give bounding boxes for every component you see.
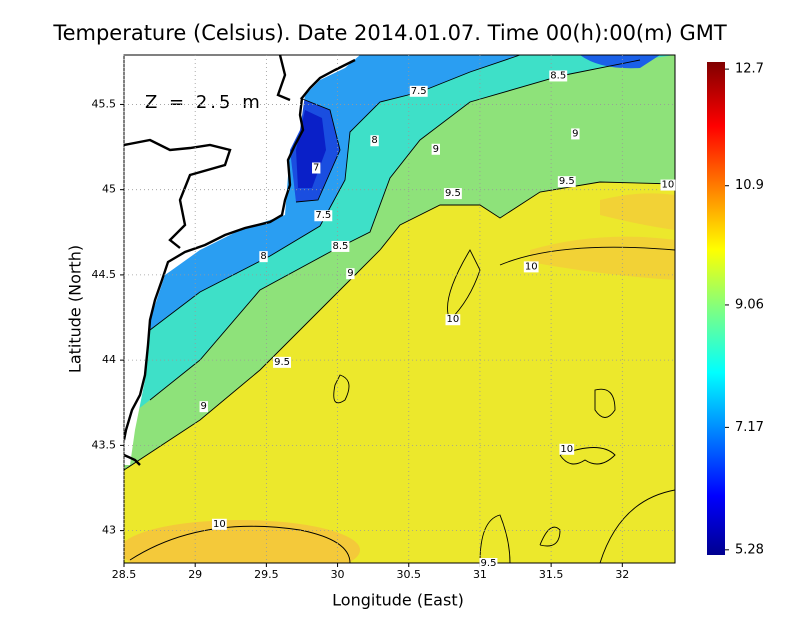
contour-label-bg: [331, 240, 350, 252]
contour-label: 8.5: [332, 241, 348, 252]
chart-title: Temperature (Celsius). Date 2014.01.07. …: [52, 21, 727, 45]
x-tick-label: 32: [615, 568, 629, 581]
contour-label-bg: [571, 128, 580, 140]
contour-label-bg: [273, 356, 291, 368]
depth-annotation: Z = 2.5 m: [145, 92, 263, 113]
contour-label: 9.5: [559, 176, 575, 187]
contour-label-bg: [445, 314, 461, 326]
contour-label-bg: [549, 70, 568, 82]
colorbar-tick-label: 9.06: [735, 297, 764, 312]
contour-label-bg: [523, 261, 539, 273]
x-tick-label: 31.5: [539, 568, 564, 581]
contour-label: 8.5: [550, 70, 566, 81]
contour-label: 10: [662, 180, 675, 191]
y-tick-label: 43: [102, 524, 116, 537]
colorbar: [707, 62, 725, 555]
contour-label-bg: [409, 85, 428, 97]
y-tick-label: 45: [102, 183, 116, 196]
contour-label-bg: [443, 188, 462, 200]
x-tick-label: 29.5: [254, 568, 279, 581]
contour-label-bg: [346, 268, 355, 280]
contour-label-bg: [314, 210, 333, 222]
contour-label-bg: [557, 176, 576, 188]
contour-label-bg: [559, 443, 575, 455]
contour-label: 7: [313, 163, 319, 174]
y-tick-label: 43.5: [92, 438, 117, 451]
contour-label: 9.5: [445, 188, 461, 199]
contour-label-bg: [370, 135, 379, 147]
y-axis-label: Latitude (North): [66, 245, 85, 373]
contour-label-bg: [312, 162, 321, 174]
contour-label-bg: [259, 251, 268, 263]
y-tick-label: 44.5: [92, 268, 117, 281]
contour-label: 9: [201, 401, 207, 412]
contour-label: 10: [525, 261, 538, 272]
x-tick-label: 30.5: [397, 568, 422, 581]
contour-label-bg: [660, 179, 676, 191]
contour-label: 10: [560, 444, 573, 455]
field: [124, 55, 675, 563]
contour-label-bg: [199, 401, 208, 413]
colorbar-tick-label: 10.9: [735, 178, 764, 193]
colorbar-tick-label: 5.28: [735, 542, 764, 557]
contour-label: 10: [213, 519, 226, 530]
contour-label-bg: [212, 518, 227, 530]
contour-label-bg: [479, 558, 498, 569]
contour-label: 7.5: [315, 210, 331, 221]
x-tick-label: 30: [331, 568, 345, 581]
x-axis-label: Longitude (East): [332, 591, 464, 610]
y-tick-label: 45.5: [92, 97, 117, 110]
colorbar-tick-label: 7.17: [735, 420, 764, 435]
colorbar-tick-label: 12.7: [735, 62, 764, 77]
contour-label: 9: [572, 128, 578, 139]
contour-label: 8: [260, 251, 266, 262]
contour-label: 9: [433, 144, 439, 155]
contour-label: 9.5: [274, 357, 290, 368]
x-tick-label: 31: [473, 568, 487, 581]
x-tick-label: 29: [188, 568, 202, 581]
y-tick-label: 44: [102, 353, 116, 366]
contour-label: 9: [347, 268, 353, 279]
contour-label-bg: [431, 143, 440, 155]
contour-label: 8: [371, 135, 377, 146]
x-tick-label: 28.5: [112, 568, 137, 581]
contour-label: 10: [447, 314, 460, 325]
contour-label: 9.5: [481, 558, 497, 569]
contour-label: 7.5: [411, 86, 427, 97]
